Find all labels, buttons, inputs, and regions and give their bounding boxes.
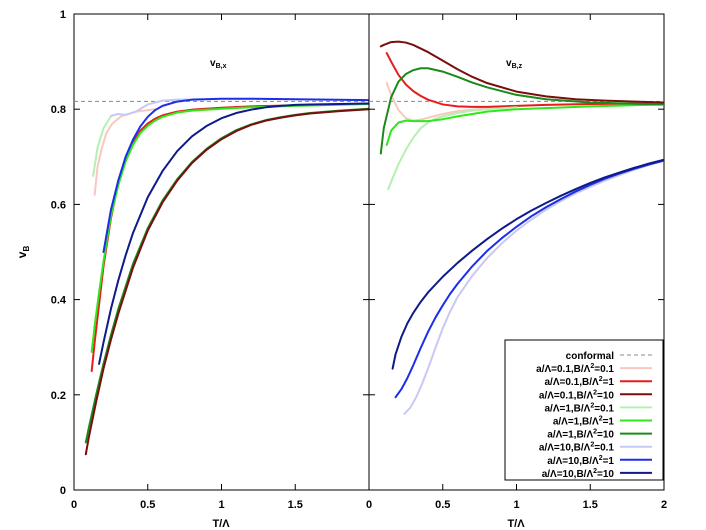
right-panel-title-sub: B,z (512, 63, 523, 70)
left-panel-title: vB,x (210, 58, 227, 70)
y-tick-label: 0.6 (51, 199, 66, 211)
legend-label-s7: a/Λ=10,B/Λ2=0.1 (539, 442, 615, 454)
legend-label-s5: a/Λ=1,B/Λ2=1 (553, 416, 615, 428)
x-tick-label: 0 (366, 499, 372, 511)
x-tick-label: 0.5 (140, 499, 155, 511)
right-panel-title: vB,z (506, 58, 523, 70)
x-tick-label: 1 (513, 499, 519, 511)
legend-label-s3: a/Λ=0.1,B/Λ2=10 (539, 389, 615, 401)
right-panel: 0 0.5 1 1.5 2 vB,z T/Λ (366, 13, 667, 530)
left-panel-ticks: 0 0.5 1 1.5 (71, 14, 303, 511)
y-axis-label-sub: B (22, 246, 31, 252)
x-tick-label: 1.5 (288, 499, 303, 511)
left-panel-title-sub: B,x (216, 63, 227, 70)
right-panel-curves (379, 40, 664, 415)
left-panel-title-main: v (210, 58, 216, 69)
right-panel-ticks: 0 0.5 1 1.5 2 (366, 14, 667, 511)
x-tick-label: 0 (71, 499, 77, 511)
curve-right-s9 (391, 158, 664, 370)
x-tick-label: 1 (218, 499, 224, 511)
curve-left-s8 (102, 97, 369, 253)
x-tick-label: 2 (661, 499, 667, 511)
curve-right-s4 (387, 106, 518, 191)
legend-label-s1: a/Λ=0.1,B/Λ2=0.1 (536, 363, 614, 375)
curve-left-s5 (90, 102, 369, 353)
curve-right-s6 (379, 67, 664, 155)
left-panel-curves (84, 97, 369, 456)
curve-left-s7 (109, 98, 201, 117)
curve-left-s9 (98, 102, 369, 365)
curve-left-s4 (92, 115, 112, 177)
y-axis-label-main: v (15, 251, 29, 258)
legend-label-s9: a/Λ=10,B/Λ2=10 (542, 468, 615, 480)
x-tick-label: 0.5 (435, 499, 450, 511)
legend-label-s2: a/Λ=0.1,B/Λ2=1 (544, 376, 614, 388)
left-panel: 0 0.5 1 1.5 vB,x T/Λ (71, 13, 370, 530)
left-x-axis-label: T/Λ (212, 518, 230, 530)
curve-right-s1 (385, 82, 518, 122)
curve-right-s3 (379, 40, 664, 104)
y-tick-label: 0.4 (51, 295, 67, 307)
legend-label-s8: a/Λ=10,B/Λ2=1 (547, 455, 614, 467)
y-axis-label: vB (15, 246, 31, 259)
curve-right-s7 (403, 159, 664, 415)
y-tick-label: 0.8 (51, 104, 66, 116)
curve-left-s3 (84, 108, 369, 456)
legend-label-conformal: conformal (566, 351, 615, 362)
y-tick-label: 1 (60, 9, 66, 21)
legend: conformala/Λ=0.1,B/Λ2=0.1a/Λ=0.1,B/Λ2=1a… (504, 339, 664, 481)
right-panel-title-main: v (506, 58, 512, 69)
y-tick-label: 0.2 (51, 390, 66, 402)
right-x-axis-label: T/Λ (507, 518, 525, 530)
y-tick-label: 0 (60, 485, 66, 497)
legend-box (504, 339, 664, 481)
curve-right-s5 (385, 103, 664, 146)
legend-label-s4: a/Λ=1,B/Λ2=0.1 (544, 402, 614, 414)
legend-label-s6: a/Λ=1,B/Λ2=10 (547, 429, 614, 441)
curve-right-s8 (394, 159, 664, 399)
x-tick-label: 1.5 (583, 499, 598, 511)
